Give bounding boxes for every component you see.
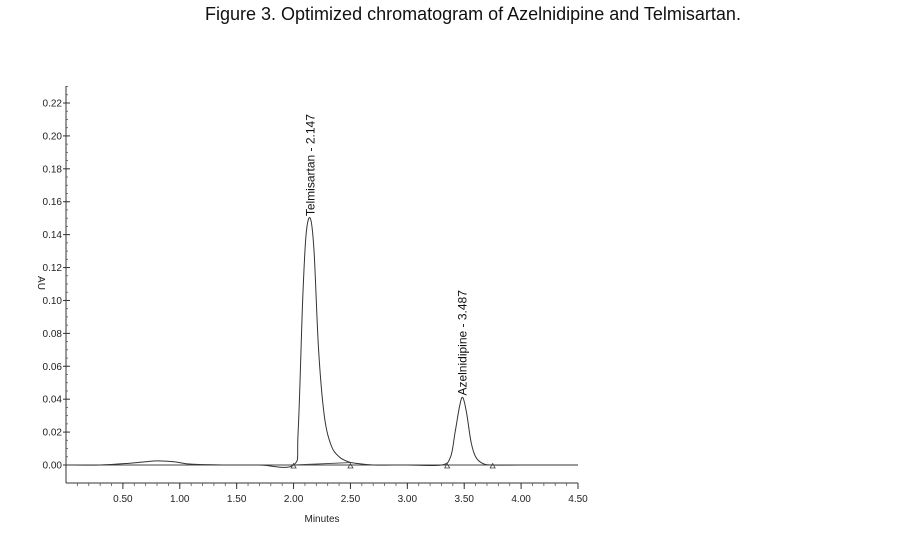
y-tick-label: 0.16 xyxy=(43,197,63,208)
chart-plot-area: Telmisartan - 2.147 Azelnidipine - 3.487 xyxy=(65,114,578,469)
x-tick-label: 4.50 xyxy=(568,494,588,505)
y-tick-label: 0.06 xyxy=(43,362,63,373)
y-tick-label: 0.04 xyxy=(43,395,63,406)
y-tick-label: 0.14 xyxy=(43,230,63,241)
x-tick-label: 3.50 xyxy=(454,494,474,505)
integration-marker xyxy=(290,462,297,469)
x-tick-label: 0.50 xyxy=(113,494,133,505)
x-tick-label: 3.00 xyxy=(398,494,418,505)
integration-baseline xyxy=(293,462,351,466)
chart-ticks: 0.00 0.02 0.04 0.06 0.08 0.10 0.12 0.14 0.16 0.18… xyxy=(43,86,588,505)
x-tick-label: 1.50 xyxy=(227,494,247,505)
y-axis-label: AU xyxy=(35,276,46,290)
integration-marker xyxy=(347,462,354,469)
integration-marker xyxy=(489,462,496,469)
peak-label: Telmisartan - 2.147 xyxy=(303,114,317,216)
integration-marker xyxy=(443,462,451,469)
y-tick-label: 0.20 xyxy=(43,131,63,142)
y-tick-label: 0.02 xyxy=(43,428,63,439)
x-tick-label: 2.00 xyxy=(284,494,304,505)
x-tick-label: 4.00 xyxy=(511,494,531,505)
chromatogram-trace xyxy=(65,217,578,468)
y-tick-label: 0.00 xyxy=(43,461,63,472)
y-tick-label: 0.18 xyxy=(43,164,63,175)
x-tick-label: 1.00 xyxy=(170,494,190,505)
figure-caption-text: . Optimized chromatogram of Azelnidipine… xyxy=(271,4,741,24)
x-tick-label: 2.50 xyxy=(341,494,361,505)
y-tick-label: 0.22 xyxy=(43,99,63,110)
figure-number: Figure 3 xyxy=(205,4,272,24)
figure-caption: Figure 3. Optimized chromatogram of Azel… xyxy=(205,4,741,25)
y-tick-label: 0.10 xyxy=(43,296,63,307)
y-tick-label: 0.08 xyxy=(43,329,63,340)
chart-axes xyxy=(65,86,578,484)
y-tick-label: 0.12 xyxy=(43,263,63,274)
peak-label: Azelnidipine - 3.487 xyxy=(456,290,470,396)
x-axis-label: Minutes xyxy=(304,514,339,525)
